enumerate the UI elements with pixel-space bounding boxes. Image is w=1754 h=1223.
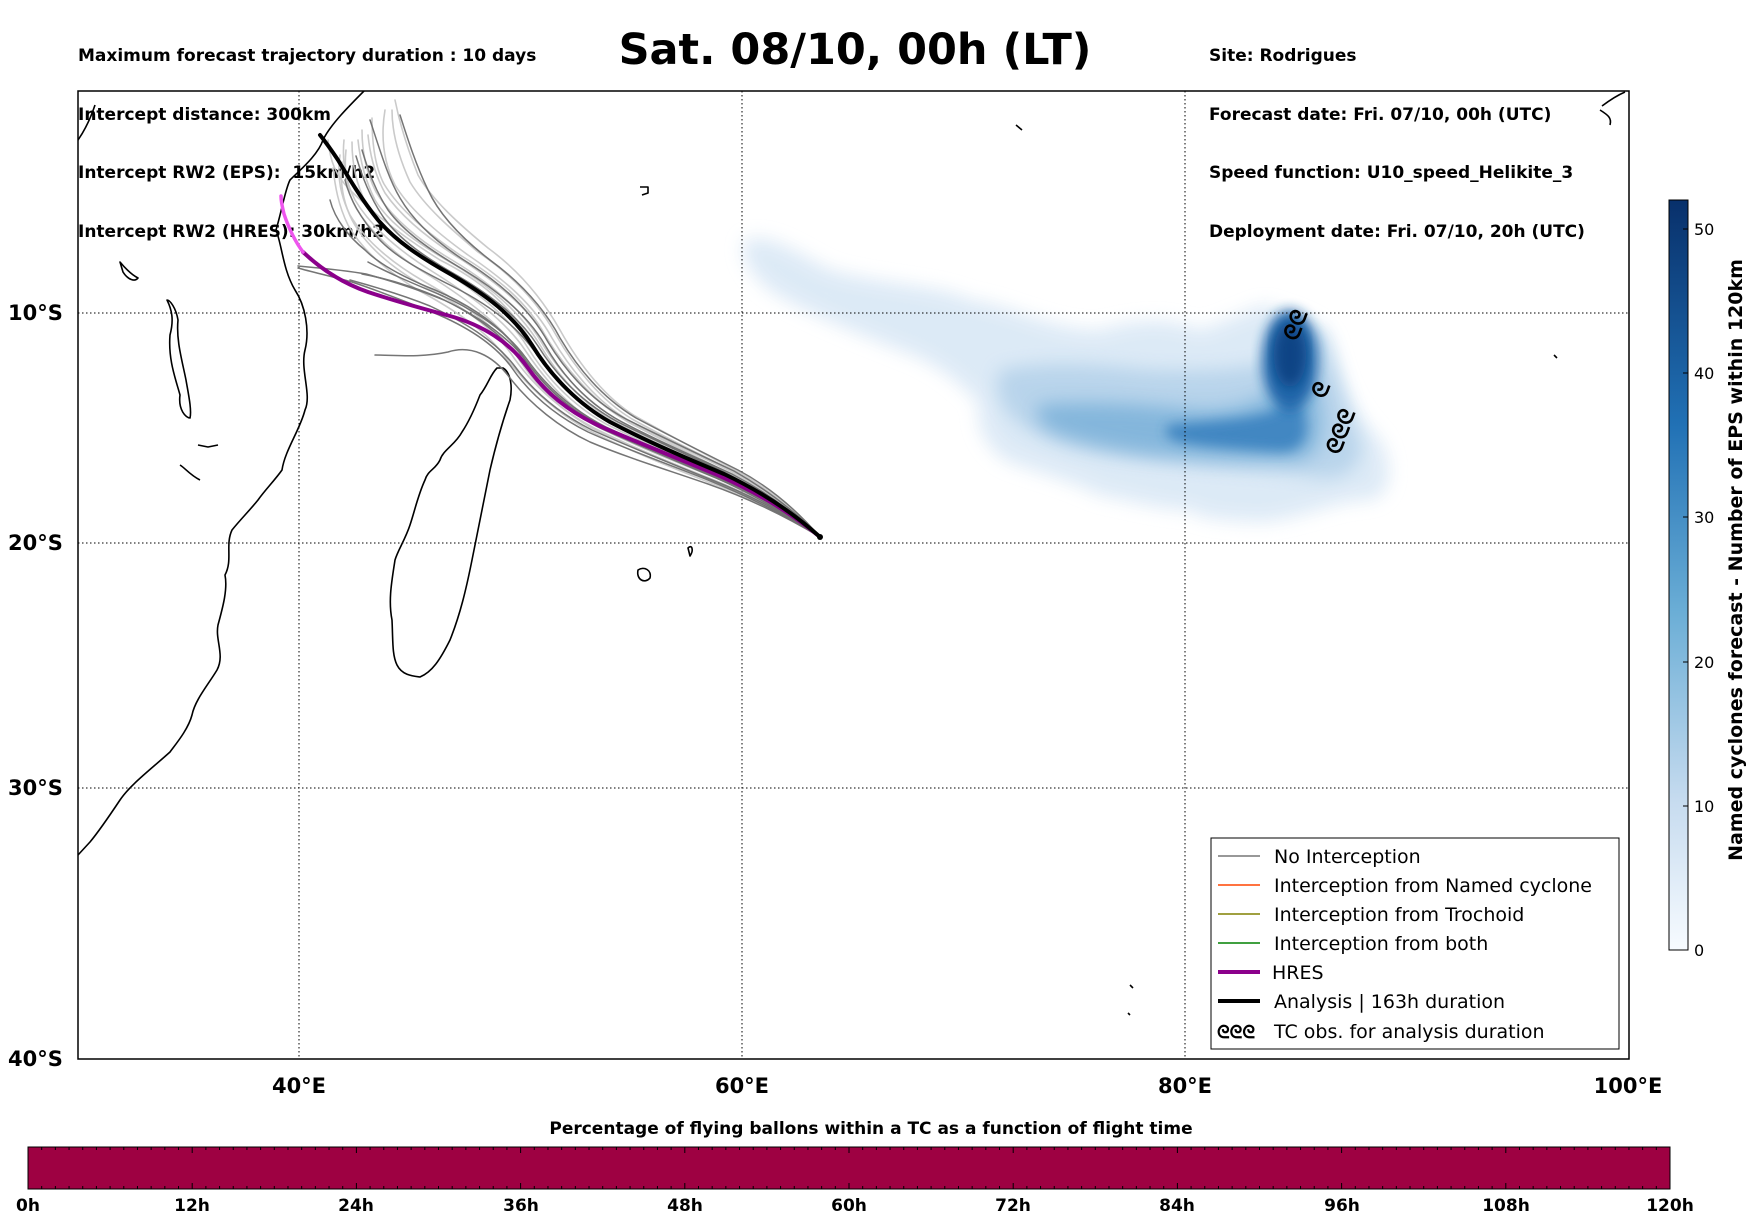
hres-trajectory [279, 194, 822, 539]
lon-label-40e: 40°E [272, 1074, 326, 1098]
legend-label-trochoid: Interception from Trochoid [1274, 904, 1524, 926]
pct-bar-tick-labels: 0h 12h 24h 36h 48h 60h 72h 84h 96h 108h … [16, 1196, 1694, 1216]
header-left-info: Maximum forecast trajectory duration : 1… [78, 8, 536, 262]
pct-tick-label: 84h [1159, 1196, 1195, 1216]
longitude-labels: 40°E 60°E 80°E 100°E [272, 1074, 1662, 1098]
legend-label-both: Interception from both [1274, 933, 1488, 955]
pct-tick-label: 96h [1324, 1196, 1360, 1216]
colorbar-tick-10: 10 [1694, 797, 1714, 816]
lon-label-100e: 100°E [1594, 1074, 1663, 1098]
lat-label-20s: 20°S [8, 531, 63, 555]
map-frame [77, 90, 1630, 1060]
lon-label-60e: 60°E [715, 1074, 769, 1098]
legend: No Interception Interception from Named … [1210, 837, 1620, 1050]
pct-tick-label: 72h [995, 1196, 1031, 1216]
pct-bar-fill [27, 1146, 1671, 1190]
flight-time-percentage-bar: Percentage of flying ballons within a TC… [16, 1119, 1694, 1216]
colorbar-label: Named cyclones forecast - Number of EPS … [1725, 259, 1747, 861]
legend-label-tc-obs: TC obs. for analysis duration [1273, 1021, 1545, 1043]
map-content: ᘓᘓ ᘓ ᘓᘓᘓ [78, 91, 1629, 1059]
colorbar-tick-0: 0 [1694, 941, 1704, 960]
pct-tick-label: 120h [1646, 1196, 1694, 1216]
page-title: Sat. 08/10, 00h (LT) [618, 25, 1092, 75]
legend-label-hres: HRES [1272, 962, 1324, 984]
header-right-info: Site: Rodrigues Forecast date: Fri. 07/1… [1209, 8, 1585, 262]
density-colorbar: 0 10 20 30 40 50 Named cyclones forecast… [1668, 199, 1747, 960]
info-site: Site: Rodrigues [1209, 46, 1357, 66]
pct-bar-title: Percentage of flying ballons within a TC… [549, 1119, 1192, 1139]
graticule [78, 91, 1629, 1059]
legend-box [1210, 837, 1620, 1050]
analysis-trajectory [318, 133, 822, 539]
lat-label-40s: 40°S [8, 1047, 63, 1071]
pct-tick-label: 36h [503, 1196, 539, 1216]
lat-label-10s: 10°S [8, 301, 63, 325]
eps-trajectories [297, 99, 821, 538]
pct-tick-label: 60h [831, 1196, 867, 1216]
cyclone-density-field [743, 238, 1389, 522]
legend-label-named-cyclone: Interception from Named cyclone [1274, 875, 1592, 897]
info-deployment-date: Deployment date: Fri. 07/10, 20h (UTC) [1209, 221, 1585, 242]
info-speed-function: Speed function: U10_speed_Helikite_3 [1209, 163, 1574, 183]
legend-swatch-tc-obs: ᘓᘓᘓ [1217, 1022, 1255, 1043]
latitude-labels: 10°S 20°S 30°S 40°S [8, 301, 63, 1071]
colorbar-tick-20: 20 [1694, 653, 1714, 672]
info-intercept-distance: Intercept distance: 300km [78, 104, 331, 125]
colorbar-tick-30: 30 [1694, 508, 1714, 527]
colorbar-tick-50: 50 [1694, 220, 1714, 239]
lat-label-30s: 30°S [8, 776, 63, 800]
pct-tick-label: 24h [338, 1196, 374, 1216]
legend-label-analysis: Analysis | 163h duration [1274, 991, 1505, 1013]
pct-tick-label: 108h [1482, 1196, 1530, 1216]
colorbar-gradient [1668, 199, 1689, 951]
pct-bar-minor-ticks [41, 1147, 1657, 1189]
coastlines [78, 91, 1626, 1016]
legend-label-no-interception: No Interception [1274, 846, 1421, 868]
info-max-duration: Maximum forecast trajectory duration : 1… [78, 46, 537, 66]
launch-site-marker [817, 534, 823, 540]
pct-tick-label: 48h [667, 1196, 703, 1216]
pct-tick-label: 12h [174, 1196, 210, 1216]
pct-tick-label: 0h [16, 1196, 40, 1216]
lon-label-80e: 80°E [1158, 1074, 1212, 1098]
info-forecast-date: Forecast date: Fri. 07/10, 00h (UTC) [1209, 104, 1552, 125]
colorbar-tick-40: 40 [1694, 364, 1714, 383]
